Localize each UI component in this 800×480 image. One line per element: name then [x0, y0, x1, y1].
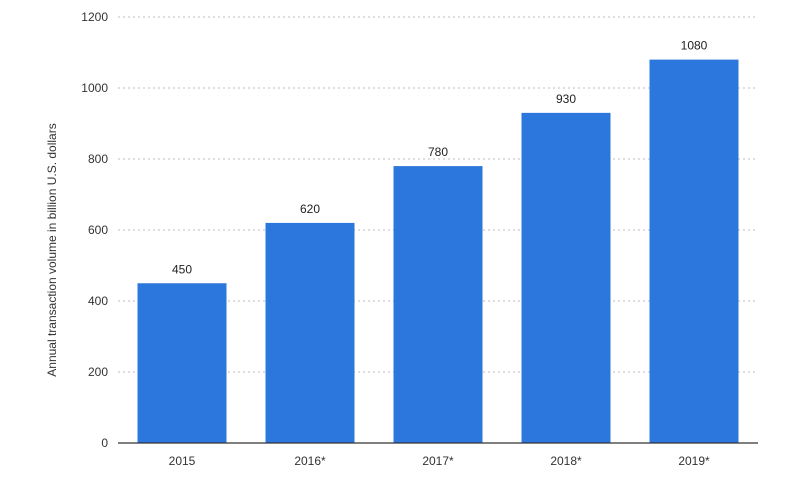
x-tick-label: 2016*	[294, 454, 326, 468]
x-axis-ticks: 2015 2016* 2017* 2018* 2019*	[169, 454, 710, 468]
y-tick-label: 0	[101, 436, 108, 450]
y-tick-label: 1000	[81, 81, 108, 95]
y-tick-label: 800	[88, 152, 108, 166]
y-tick-label: 400	[88, 294, 108, 308]
data-label: 930	[556, 92, 576, 106]
data-label: 780	[428, 145, 448, 159]
data-label: 620	[300, 202, 320, 216]
y-tick-label: 600	[88, 223, 108, 237]
data-labels: 450 620 780 930 1080	[172, 39, 708, 277]
bar	[137, 283, 227, 443]
bars	[137, 59, 739, 443]
y-axis-ticks: 0 200 400 600 800 1000 1200	[81, 10, 108, 450]
x-tick-label: 2019*	[678, 454, 710, 468]
x-tick-label: 2017*	[422, 454, 454, 468]
bar	[393, 166, 483, 443]
y-tick-label: 1200	[81, 10, 108, 24]
data-label: 1080	[681, 39, 708, 53]
x-tick-label: 2015	[169, 454, 196, 468]
bar	[265, 222, 355, 443]
y-axis-title: Annual transaction volume in billion U.S…	[45, 123, 59, 376]
data-label: 450	[172, 262, 192, 276]
bar	[521, 112, 611, 443]
x-tick-label: 2018*	[550, 454, 582, 468]
y-tick-label: 200	[88, 365, 108, 379]
bar	[649, 59, 739, 443]
